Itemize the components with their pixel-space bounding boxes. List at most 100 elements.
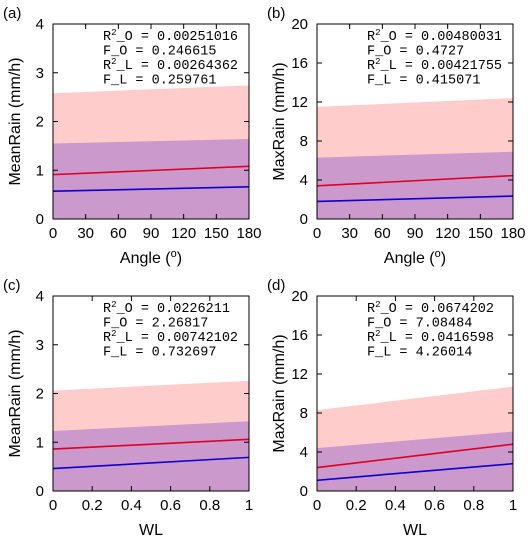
x-tick-label: 0.8: [463, 497, 484, 514]
x-axis-label: Angle (o): [384, 248, 446, 267]
y-tick-label: 4: [36, 288, 44, 305]
stat-key: R: [367, 302, 375, 317]
x-axis-label-main: Angle (: [120, 250, 171, 267]
stat-line: R2_L = 0.00264362: [103, 57, 238, 74]
panel-label: (b): [267, 5, 285, 22]
x-tick-label: 180: [236, 225, 261, 242]
chart-panel-4: 0 0.2 0.4 0.6 0.8 1 0 4 8 12 16 20 WL MaxRain (mm/h) (…: [267, 277, 517, 539]
x-axis-label: Angle (o): [120, 248, 182, 267]
stat-key: R: [367, 30, 375, 45]
y-tick-label: 8: [300, 133, 308, 150]
x-tick-label: 90: [407, 225, 424, 242]
x-tick-label: 1: [509, 497, 517, 514]
x-tick-label: 120: [435, 225, 460, 242]
x-tick-label: 90: [143, 225, 160, 242]
chart-panel-2: 0 30 60 90 120 150 180 0 4 8 12 16 20 Angle (o) MaxRai…: [267, 5, 526, 267]
stat-line: F_O = 2.26817: [103, 317, 208, 332]
x-axis-label: WL: [403, 522, 427, 539]
x-tick-label: 0.6: [424, 497, 445, 514]
x-tick-label: 0.8: [199, 497, 220, 514]
stat-rest: _L = 0.00264362: [116, 59, 239, 74]
series-line-1: [52, 165, 250, 176]
stat-line: R2_L = 0.0416598: [367, 329, 494, 346]
stat-key: F_O = 0.246615: [103, 45, 216, 60]
stat-key: F_O = 0.4727: [367, 45, 464, 60]
stat-sup: 2: [111, 28, 116, 38]
y-tick-label: 12: [291, 366, 308, 383]
x-tick-label: 1: [245, 497, 253, 514]
y-tick-label: 8: [300, 405, 308, 422]
stat-line: F_O = 0.4727: [367, 45, 464, 60]
stat-line: R2_O = 0.00480031: [367, 28, 502, 45]
y-tick-label: 0: [36, 483, 44, 500]
x-tick-label: 30: [77, 225, 94, 242]
stat-sup: 2: [375, 300, 380, 310]
band-inner: [317, 151, 513, 219]
x-axis-label-main: WL: [403, 522, 427, 539]
x-tick-label: 120: [171, 225, 196, 242]
x-tick-label: 0: [313, 225, 321, 242]
stat-rest: _O = 0.00480031: [380, 30, 503, 45]
y-tick-label: 1: [36, 162, 44, 179]
stat-line: F_L = 0.415071: [367, 74, 480, 89]
x-tick-label: 0.6: [160, 497, 181, 514]
y-tick-label: 4: [36, 16, 44, 33]
x-tick-label: 0.2: [346, 497, 367, 514]
y-tick-label: 2: [36, 386, 44, 403]
stat-key: F_O = 7.08484: [367, 317, 472, 332]
stat-line: F_O = 7.08484: [367, 317, 472, 332]
x-axis-label-suffix: ): [177, 250, 182, 267]
stat-line: R2_O = 0.0226211: [103, 300, 230, 317]
stat-sup: 2: [111, 57, 116, 67]
x-tick-label: 0.4: [385, 497, 406, 514]
chart-panel-3: 0 0.2 0.4 0.6 0.8 1 0 1 2 3 4 WL MeanRain (mm/h) (c) R…: [3, 277, 253, 539]
x-axis-label-main: WL: [139, 522, 163, 539]
series-line-1: [316, 174, 514, 187]
x-tick-label: 60: [374, 225, 391, 242]
stat-line: R2_O = 0.0674202: [367, 300, 494, 317]
y-tick-label: 4: [300, 444, 308, 461]
series-line-2: [316, 195, 514, 203]
x-axis-label-sup: o: [171, 248, 177, 260]
stat-rest: _O = 0.00251016: [116, 30, 239, 45]
series-line-1: [316, 443, 514, 469]
y-tick-label: 12: [291, 94, 308, 111]
stat-rest: _L = 0.0416598: [380, 331, 494, 346]
y-axis-label: MaxRain (mm/h): [271, 334, 288, 452]
x-tick-label: 30: [341, 225, 358, 242]
y-tick-label: 4: [300, 172, 308, 189]
stat-line: F_O = 0.246615: [103, 45, 216, 60]
stat-key: R: [103, 331, 111, 346]
stat-line: F_L = 4.26014: [367, 346, 472, 361]
stat-sup: 2: [111, 300, 116, 310]
y-tick-label: 0: [300, 211, 308, 228]
x-tick-label: 0: [49, 225, 57, 242]
x-axis-label-sup: o: [435, 248, 441, 260]
y-tick-label: 1: [36, 434, 44, 451]
band-inner: [53, 421, 249, 491]
y-tick-label: 16: [291, 327, 308, 344]
x-axis-label-main: Angle (: [384, 250, 435, 267]
panel-label: (d): [267, 277, 285, 294]
x-tick-label: 0: [49, 497, 57, 514]
stat-line: R2_O = 0.00251016: [103, 28, 238, 45]
stat-key: F_L = 0.259761: [103, 74, 216, 89]
series-line-1: [52, 438, 250, 450]
stat-rest: _L = 0.00742102: [116, 331, 239, 346]
y-tick-label: 16: [291, 55, 308, 72]
stat-rest: _O = 0.0674202: [380, 302, 494, 317]
x-tick-label: 0.2: [82, 497, 103, 514]
stat-key: R: [367, 331, 375, 346]
stat-sup: 2: [111, 329, 116, 339]
stat-key: R: [103, 30, 111, 45]
x-tick-label: 0.4: [121, 497, 142, 514]
series-line-2: [52, 186, 250, 193]
y-tick-label: 3: [36, 337, 44, 354]
chart-panel-1: 0 30 60 90 120 150 180 0 1 2 3 4 Angle (o) MeanRain (…: [3, 5, 262, 267]
stat-key: R: [103, 302, 111, 317]
stat-key: R: [103, 59, 111, 74]
band-inner: [53, 139, 249, 219]
stat-sup: 2: [375, 329, 380, 339]
y-tick-label: 0: [36, 211, 44, 228]
